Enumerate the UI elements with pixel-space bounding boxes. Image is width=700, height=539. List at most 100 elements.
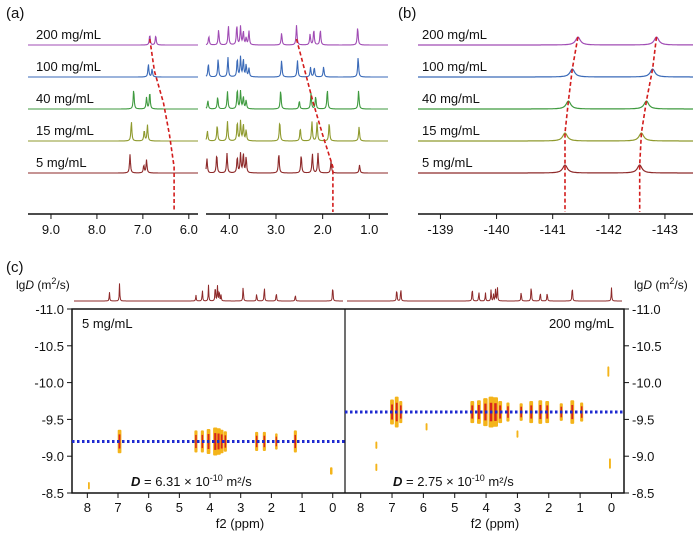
panel-b-x-tick-label: -142	[596, 222, 622, 237]
panel-a-series-label: 5 mg/mL	[36, 155, 87, 170]
panel-b-spectrum-line	[418, 164, 693, 174]
panel-c-y-label-right-end: /s)	[674, 278, 687, 292]
panel-b-x-tick-label: -139	[427, 222, 453, 237]
panel-c-y-tick-label-right: -11.0	[632, 302, 661, 317]
panel-a-series-label: 15 mg/mL	[36, 123, 94, 138]
panel-c-cross-peak-core	[507, 406, 509, 418]
panel-c-y-label-left-italic: D	[25, 278, 34, 292]
panel-a-x-tick-label: 4.0	[220, 222, 238, 237]
panel-c-d-label-exponent: -10	[472, 473, 485, 483]
panel-c-d-label: D = 2.75 × 10-10 m²/s	[393, 473, 514, 489]
panel-c-x-tick-label: 6	[145, 500, 152, 515]
panel-a-trend-line	[295, 38, 334, 212]
panel-a-spectrum-line	[205, 119, 388, 142]
panel-c-cross-peak-core	[195, 434, 197, 449]
panel-b-spectrum-line	[418, 36, 693, 46]
panel-c-y-tick-label-left: -9.5	[42, 412, 64, 427]
panel-c-x-label-right: f2 (ppm)	[471, 516, 519, 531]
panel-a-x-tick-label: 1.0	[360, 222, 378, 237]
panel-c-cross-peak-core	[477, 405, 480, 420]
panel-c-cross-peak-core	[224, 435, 227, 448]
panel-c-cross-peak-core	[255, 435, 258, 448]
panel-b: (b) -139 -140 -141 -142 -143 200 mg/mL 100 mg/…	[398, 5, 693, 237]
panel-a-spectrum-line	[205, 55, 388, 78]
panel-c-d-label-symbol: D	[393, 474, 403, 489]
panel-a-trend-line	[149, 38, 175, 212]
panel-c-x-tick-label: 0	[329, 500, 336, 515]
panel-a-spectrum-line	[28, 154, 198, 174]
panel-c-cross-peak-core	[220, 434, 223, 449]
panel-b-trend-line	[564, 36, 579, 212]
panel-c-x-tick-label: 3	[237, 500, 244, 515]
panel-c-x-tick-label: 5	[451, 500, 458, 515]
panel-a-x-tick-label: 6.0	[180, 222, 198, 237]
panel-a-spectrum-line	[205, 152, 388, 174]
panel-c-cross-peak	[607, 366, 610, 377]
panel-c-y-label-left-sup: 2	[51, 276, 56, 286]
panel-c-d-label-unit: m²/s	[223, 474, 252, 489]
panel-c-plot-frame	[71, 308, 625, 494]
panel-c-sample-label: 5 mg/mL	[82, 316, 133, 331]
panel-c-sample-label: 200 mg/mL	[549, 316, 614, 331]
panel-c-cross-peak-core	[294, 434, 296, 449]
panel-b-series-label: 5 mg/mL	[422, 155, 473, 170]
panel-c-y-label-left: lgD (m2/s)	[16, 276, 70, 292]
panel-c-x-tick-label: 7	[388, 500, 395, 515]
panel-c-y-tick-label-left: -10.0	[34, 376, 64, 391]
panel-c-d-label-value: = 6.31 × 10	[140, 474, 209, 489]
panel-c-cross-peak	[425, 423, 428, 431]
panel-c-y-tick-label-left: -11.0	[35, 302, 64, 317]
panel-c-y-label-left-post: (m	[34, 278, 51, 292]
panel-c-cross-peak	[88, 482, 90, 490]
panel-c-y-tick-label-right: -10.5	[632, 339, 662, 354]
panel-a-series-label: 100 mg/mL	[36, 59, 101, 74]
panel-c-y-label-right-sup: 2	[669, 276, 674, 286]
panel-b-spectrum-line	[418, 68, 693, 78]
panel-c-d-label: D = 6.31 × 10-10 m²/s	[131, 473, 252, 489]
panel-c-x-tick-label: 8	[357, 500, 364, 515]
panel-b-label: (b)	[398, 5, 416, 22]
panel-c-d-label-exponent: -10	[210, 473, 223, 483]
panel-c-cross-peak	[330, 467, 333, 475]
panel-b-trend-line	[638, 36, 658, 212]
panel-a-x-tick-label: 7.0	[134, 222, 152, 237]
panel-c-y-tick-label-right: -9.5	[632, 412, 654, 427]
panel-c: (c) -11.0 -11.0 -10.5 -10.5 -10.0 -10.0 -9.5 -9…	[6, 259, 688, 531]
panel-a-spectrum-line	[28, 64, 198, 78]
panel-c-x-tick-label: 4	[206, 500, 213, 515]
panel-c-y-label-left-end: /s)	[56, 278, 69, 292]
panel-b-x-tick-label: -141	[540, 222, 566, 237]
panel-c-projection-spectrum	[74, 283, 343, 302]
panel-c-x-tick-label: 6	[420, 500, 427, 515]
panel-c-x-tick-label: 1	[298, 500, 305, 515]
panel-c-cross-peak-core	[214, 433, 217, 450]
panel-b-spectrum-line	[418, 132, 693, 142]
panel-b-series-label: 100 mg/mL	[422, 59, 487, 74]
panel-c-d-label-unit: m²/s	[485, 474, 514, 489]
panel-c-x-tick-label: 0	[608, 500, 615, 515]
panel-c-x-tick-label: 1	[576, 500, 583, 515]
panel-c-y-label-right-pre: lg	[634, 278, 643, 292]
panel-a-spectrum-line	[28, 35, 198, 46]
panel-c-y-tick-label-right: -10.0	[632, 376, 662, 391]
panel-c-y-label-right: lgD (m2/s)	[634, 276, 688, 292]
panel-c-x-tick-label: 3	[514, 500, 521, 515]
panel-c-y-label-right-post: (m	[652, 278, 669, 292]
panel-a-spectrum-line	[28, 90, 198, 110]
panel-c-x-tick-label: 2	[268, 500, 275, 515]
panel-a-spectrum-line	[205, 25, 388, 46]
panel-c-y-tick-label-left: -8.5	[42, 486, 64, 501]
panel-b-x-tick-label: -143	[652, 222, 678, 237]
panel-b-series-label: 40 mg/mL	[422, 91, 480, 106]
panel-b-series-label: 200 mg/mL	[422, 27, 487, 42]
panel-c-d-label-symbol: D	[131, 474, 141, 489]
panel-a-series-label: 40 mg/mL	[36, 91, 94, 106]
panel-c-y-label-right-italic: D	[643, 278, 652, 292]
panel-c-y-tick-label-left: -10.5	[34, 339, 64, 354]
panel-c-x-tick-label: 5	[176, 500, 183, 515]
panel-a-x-tick-label: 9.0	[42, 222, 60, 237]
panel-c-cross-peak	[516, 430, 519, 438]
panel-c-x-tick-label: 8	[84, 500, 91, 515]
panel-b-x-tick-label: -140	[484, 222, 510, 237]
